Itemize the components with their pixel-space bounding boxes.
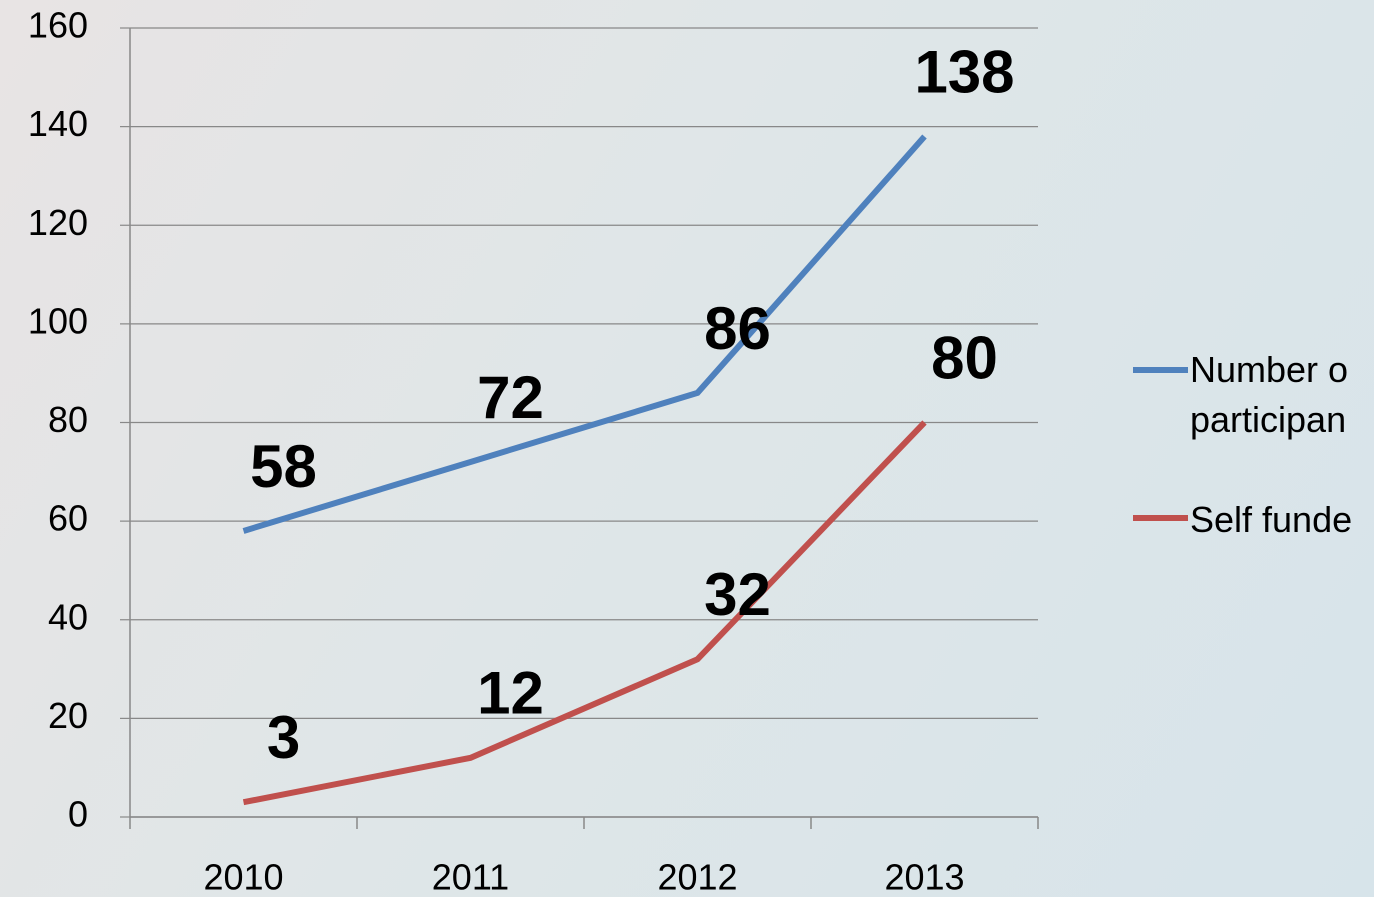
x-tick-label: 2013 bbox=[884, 857, 964, 897]
y-tick-label: 140 bbox=[28, 103, 88, 144]
data-label: 32 bbox=[704, 561, 771, 628]
data-label: 72 bbox=[477, 364, 544, 431]
series-line bbox=[244, 136, 925, 531]
y-tick-label: 160 bbox=[28, 5, 88, 46]
legend-entry: Number o participan bbox=[1190, 345, 1374, 445]
page: 0 20 40 60 80 100 120 140 160 2010 2011 2012 2013 58 7… bbox=[0, 0, 1374, 897]
data-label: 12 bbox=[477, 660, 544, 727]
data-label: 80 bbox=[931, 324, 998, 391]
chart: 0 20 40 60 80 100 120 140 160 2010 2011 2012 2013 58 7… bbox=[0, 0, 1374, 897]
y-tick-label: 60 bbox=[48, 498, 88, 539]
legend-entry: Self funde bbox=[1190, 495, 1374, 545]
x-tick-label: 2012 bbox=[657, 857, 737, 897]
x-tick-label: 2011 bbox=[432, 857, 509, 897]
y-tick-label: 80 bbox=[48, 399, 88, 440]
x-tick-label: 2010 bbox=[203, 857, 283, 897]
y-tick-label: 40 bbox=[48, 596, 88, 637]
y-tick-label: 20 bbox=[48, 695, 88, 736]
y-tick-label: 120 bbox=[28, 202, 88, 243]
data-label: 138 bbox=[914, 38, 1014, 105]
y-tick-label: 0 bbox=[68, 794, 88, 835]
data-label: 3 bbox=[267, 704, 300, 771]
series-line bbox=[244, 423, 925, 803]
data-label: 86 bbox=[704, 295, 771, 362]
data-label: 58 bbox=[250, 433, 317, 500]
y-tick-label: 100 bbox=[28, 300, 88, 341]
